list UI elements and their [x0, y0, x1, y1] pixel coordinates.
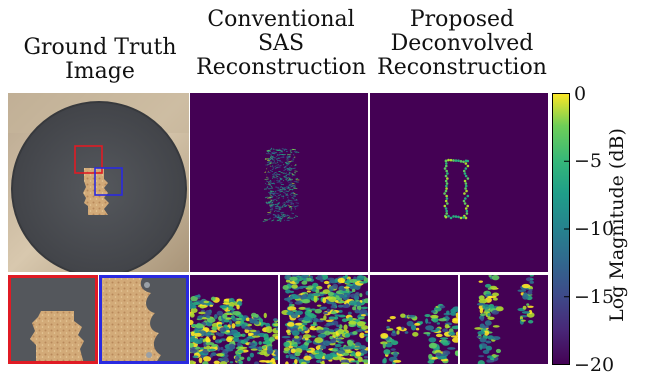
ground-truth-crop-red: [8, 275, 98, 364]
colorbar-tick-label: −5: [574, 150, 603, 173]
conventional-crop-right: [280, 275, 368, 364]
ground-truth-image: [8, 93, 189, 272]
proposed-reconstruction: [370, 93, 548, 272]
proposed-crop-left: [370, 275, 458, 364]
header-conventional: Conventional SAS Reconstruction: [196, 7, 366, 80]
conventional-reconstruction: [190, 93, 368, 272]
colorbar: [552, 93, 570, 365]
header-ground-truth: Ground Truth Image: [23, 35, 177, 84]
colorbar-tick-label: −20: [574, 353, 615, 373]
ground-truth-crop-blue: [99, 275, 189, 364]
colorbar-tick-label: 0: [574, 82, 587, 105]
colorbar-tick-label: −10: [574, 218, 615, 240]
proposed-crop-right: [460, 275, 548, 364]
header-proposed: Proposed Deconvolved Reconstruction: [377, 7, 547, 80]
colorbar-tick-label: −15: [574, 285, 615, 308]
conventional-crop-left: [190, 275, 278, 364]
